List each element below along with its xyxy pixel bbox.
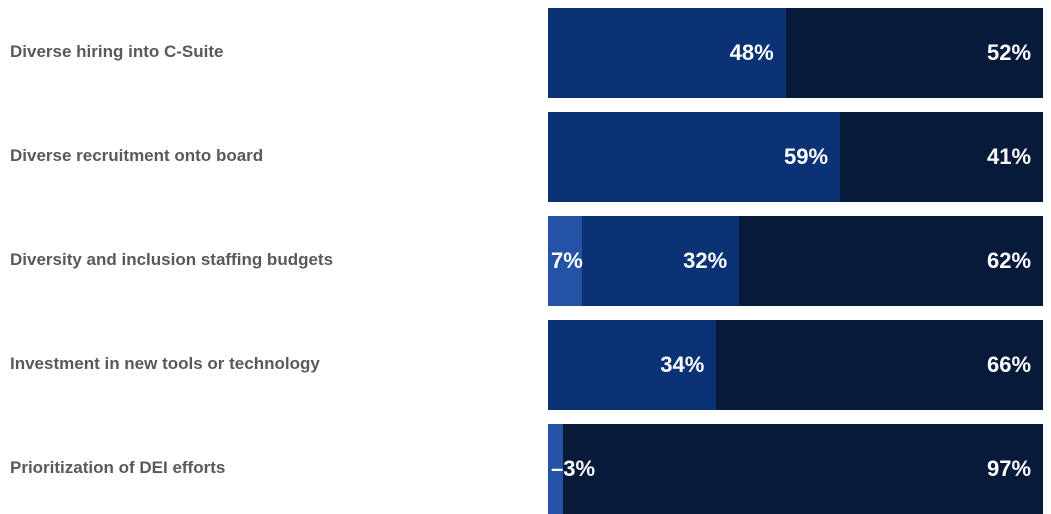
bar-segment <box>840 112 1043 202</box>
stacked-bar <box>548 424 1043 514</box>
data-label: 66% <box>987 352 1032 377</box>
bar-segment <box>562 424 1043 514</box>
stacked-bar <box>548 8 1043 98</box>
data-label: 62% <box>987 248 1032 273</box>
bar-segment <box>739 216 1043 306</box>
stacked-bar <box>548 112 1043 202</box>
stacked-bar <box>548 320 1043 410</box>
data-label: 48% <box>729 40 774 65</box>
category-label: Investment in new tools or technology <box>10 354 320 373</box>
data-label: 97% <box>987 456 1032 481</box>
data-label: 7% <box>551 248 583 273</box>
data-label: 52% <box>987 40 1032 65</box>
data-label: 32% <box>683 248 728 273</box>
bar-segment <box>548 8 786 98</box>
category-label: Diversity and inclusion staffing budgets <box>10 250 334 269</box>
category-label: Prioritization of DEI efforts <box>10 458 226 477</box>
bar-segment <box>548 112 841 202</box>
data-label: –3% <box>551 456 596 481</box>
bar-segment <box>582 216 740 306</box>
bar-segment <box>548 216 583 306</box>
data-label: 34% <box>660 352 705 377</box>
bar-segment <box>548 424 563 514</box>
category-label: Diverse recruitment onto board <box>10 146 264 165</box>
data-label: 59% <box>784 144 829 169</box>
category-label: Diverse hiring into C-Suite <box>10 42 224 61</box>
bar-segment <box>716 320 1043 410</box>
stacked-bar <box>548 216 1043 306</box>
bar-segment <box>785 8 1043 98</box>
data-label: 41% <box>987 144 1032 169</box>
bar-segment <box>548 320 717 410</box>
